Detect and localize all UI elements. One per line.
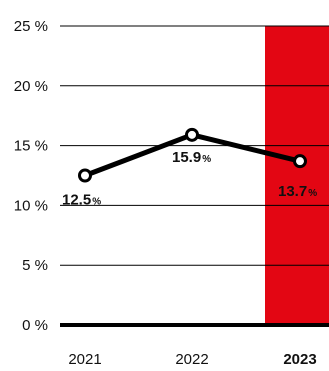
data-label-2022: 15.9% (172, 149, 211, 166)
y-tick-label: 15 % (14, 138, 48, 155)
x-tick-label-2023: 2023 (283, 351, 316, 368)
data-labels: 12.5% 15.9% 13.7% (62, 149, 317, 209)
data-points (78, 127, 307, 183)
highlight-band-2023 (265, 26, 329, 325)
gridlines (60, 25, 329, 266)
data-label-2023: 13.7% (278, 183, 317, 200)
y-tick-label: 25 % (14, 18, 48, 35)
x-tick-label-2022: 2022 (175, 351, 208, 368)
data-point-2023 (293, 154, 307, 169)
x-tick-label-2021: 2021 (68, 351, 101, 368)
y-tick-label: 5 % (22, 257, 48, 274)
y-tick-label: 20 % (14, 78, 48, 95)
y-axis-tick-labels: 0 % 5 % 10 % 15 % 20 % 25 % (14, 18, 48, 334)
data-point-2022 (185, 127, 199, 142)
data-label-2021: 12.5% (62, 192, 101, 209)
data-point-2021 (78, 168, 92, 183)
x-axis-category-labels: 2021 2022 2023 (68, 351, 316, 368)
y-tick-label: 0 % (22, 317, 48, 334)
y-tick-label: 10 % (14, 197, 48, 214)
